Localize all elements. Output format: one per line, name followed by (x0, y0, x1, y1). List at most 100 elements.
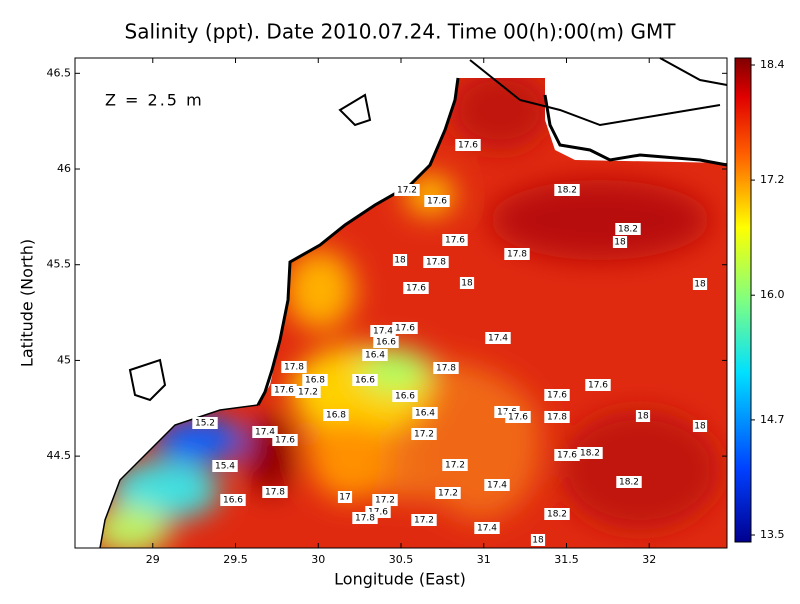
contour-label: 16.6 (223, 496, 243, 506)
y-tick-label: 46 (57, 162, 71, 175)
contour-label-bg (323, 409, 349, 421)
contour-label-bg (411, 428, 437, 440)
contour-label: 17.8 (284, 363, 304, 373)
contour-label: 17.6 (508, 413, 528, 423)
coastline (99, 57, 728, 549)
contour-label: 17.4 (488, 334, 508, 344)
contour-label-bg (554, 184, 580, 196)
contour-label-bg (262, 486, 288, 498)
contour-label-bg (352, 374, 378, 386)
contour-label-bg (433, 362, 459, 374)
contour-label-bg (394, 184, 420, 196)
x-tick-label: 29.5 (223, 553, 248, 566)
contour-label: 17.4 (487, 481, 507, 491)
contour-label: 16.6 (355, 376, 375, 386)
contour-label: 18 (461, 279, 473, 289)
colorbar (734, 57, 752, 543)
contour-label: 18.2 (557, 186, 577, 196)
colorbar-tick-label: 13.5 (760, 528, 785, 541)
contour-label-bg (692, 278, 708, 290)
contour-label-bg (612, 236, 628, 248)
contour-label: 18 (637, 412, 649, 422)
contour-label: 17.2 (414, 430, 434, 440)
colorbar-tick-label: 14.7 (760, 413, 785, 426)
contour-label-bg (692, 420, 708, 432)
contour-label: 17.2 (397, 186, 417, 196)
y-tick-label: 45.5 (47, 258, 72, 271)
contour-label-bg (474, 522, 500, 534)
y-tick-label: 45 (57, 353, 71, 366)
contour-label-bg (615, 223, 641, 235)
contour-label-bg (544, 508, 570, 520)
contour-label: 17.6 (458, 141, 478, 151)
contour-label-bg (459, 277, 475, 289)
x-tick-label: 29 (146, 553, 160, 566)
contour-label-bg (212, 460, 238, 472)
contour-label: 17.6 (395, 324, 415, 334)
contour-label: 18.2 (618, 225, 638, 235)
contour-label-bg (392, 322, 418, 334)
contour-label-bg (281, 361, 307, 373)
contour-label-bg (442, 234, 468, 246)
contour-label-bg (220, 494, 246, 506)
contour-label-bg (392, 390, 418, 402)
contour-label-bg (392, 254, 408, 266)
contour-label-bg (554, 449, 580, 461)
contour-label: 17 (339, 493, 350, 503)
contour-label-bg (504, 248, 530, 260)
chart-title: Salinity (ppt). Date 2010.07.24. Time 00… (125, 20, 677, 44)
contour-label: 15.2 (195, 419, 215, 429)
contour-label: 17.4 (373, 327, 393, 337)
contour-label-bg (442, 459, 468, 471)
contour-label: 17.2 (438, 489, 458, 499)
contour-label: 18 (394, 256, 406, 266)
colorbar-tick-label: 18.4 (760, 58, 785, 71)
contour-label: 17.2 (445, 461, 465, 471)
contour-label: 16.4 (415, 409, 435, 419)
contour-label: 17.6 (274, 386, 294, 396)
x-tick-label: 30.5 (389, 553, 414, 566)
contour-label: 17.8 (436, 364, 456, 374)
contour-label: 18 (694, 422, 706, 432)
contour-label-bg (530, 534, 546, 546)
y-tick-label: 46.5 (47, 66, 72, 79)
contour-label: 17.4 (477, 524, 497, 534)
contour-label: 17.6 (557, 451, 577, 461)
contour-label-bg (635, 410, 651, 422)
contour-label: 17.4 (255, 428, 275, 438)
y-tick-label: 44.5 (47, 449, 72, 462)
contour-label-bg (577, 447, 603, 459)
contour-label-bg (272, 434, 298, 446)
contour-label-bg (484, 479, 510, 491)
contour-label: 16.6 (395, 392, 415, 402)
contour-label-bg (295, 386, 321, 398)
x-tick-label: 30 (311, 553, 325, 566)
contour-label-bg (302, 374, 328, 386)
colorbar-tick-label: 17.2 (760, 173, 785, 186)
contour-label: 18.2 (547, 510, 567, 520)
contour-label: 17.6 (275, 436, 295, 446)
contour-label-bg (352, 512, 378, 524)
contour-label: 18 (694, 280, 706, 290)
x-tick-label: 31 (477, 553, 491, 566)
contour-label-bg (544, 389, 570, 401)
contour-label: 17.8 (507, 250, 527, 260)
x-tick-label: 31.5 (554, 553, 579, 566)
contour-label-bg (616, 476, 642, 488)
contour-label: 16.6 (376, 338, 396, 348)
contour-label: 15.4 (215, 462, 235, 472)
contour-label: 17.6 (588, 381, 608, 391)
contour-label: 17.8 (547, 413, 567, 423)
contour-label-bg (423, 256, 449, 268)
contour-label: 17.8 (355, 514, 375, 524)
contour-label-bg (505, 411, 531, 423)
contour-label: 17.6 (547, 391, 567, 401)
contour-label-bg (271, 384, 297, 396)
contour-label-bg (485, 332, 511, 344)
y-axis-label: Latitude (North) (18, 239, 37, 367)
contour-label-bg (337, 491, 353, 503)
contour-label-bg (372, 494, 398, 506)
depth-annotation: Z = 2.5 m (105, 91, 204, 110)
contour-label: 17.8 (426, 258, 446, 268)
contour-label: 16.8 (326, 411, 346, 421)
